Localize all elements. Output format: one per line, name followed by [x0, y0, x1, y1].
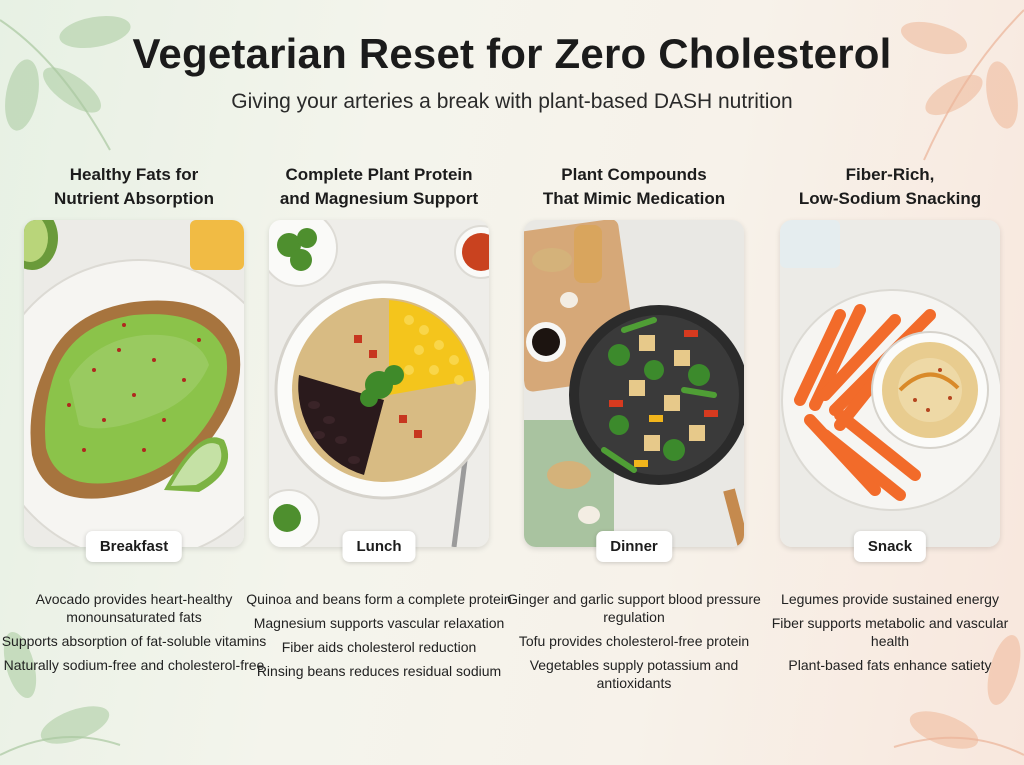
list-item: Quinoa and beans form a complete protein: [246, 591, 512, 607]
meal-label-dinner: Dinner: [596, 531, 672, 562]
bullet-list-breakfast: Avocado provides heart-healthy monounsat…: [0, 590, 269, 680]
column-heading-snack: Fiber-Rich, Low-Sodium Snacking: [760, 163, 1020, 211]
heading-line: Fiber-Rich, Low-Sodium Snacking: [798, 165, 982, 208]
leaf-decoration-top-left: [0, 15, 131, 151]
list-item: Ginger and garlic support blood pressure…: [507, 591, 761, 625]
column-heading-lunch: Complete Plant Protein and Magnesium Sup…: [249, 163, 509, 211]
heading-line: Plant Compounds That Mimic Medication: [542, 165, 726, 208]
page-title: Vegetarian Reset for Zero Cholesterol: [132, 30, 892, 77]
page-subtitle: Giving your arteries a break with plant-…: [231, 90, 793, 113]
leaf-decoration-bottom-right: [893, 635, 1024, 756]
list-item: Legumes provide sustained energy: [781, 591, 999, 607]
list-item: Avocado provides heart-healthy monounsat…: [35, 591, 233, 625]
list-item: Fiber supports metabolic and vascular he…: [771, 615, 1009, 649]
bullet-list-snack: Legumes provide sustained energy Fiber s…: [755, 590, 1024, 680]
breakfast-image: [24, 220, 244, 547]
meal-label-lunch: Lunch: [342, 531, 416, 562]
bullet-list-lunch: Quinoa and beans form a complete protein…: [244, 590, 514, 686]
list-item: Naturally sodium-free and cholesterol-fr…: [3, 657, 265, 673]
lunch-image: [269, 220, 489, 547]
leaf-decoration-bottom-left: [0, 631, 121, 756]
snack-image: [780, 220, 1000, 547]
list-item: Fiber aids cholesterol reduction: [281, 639, 477, 655]
list-item: Magnesium supports vascular relaxation: [253, 615, 505, 631]
list-item: Vegetables supply potassium and antioxid…: [529, 657, 739, 691]
column-heading-breakfast: Healthy Fats for Nutrient Absorption: [4, 163, 264, 211]
meal-label-snack: Snack: [853, 531, 927, 562]
list-item: Plant-based fats enhance satiety: [788, 657, 992, 673]
heading-line: Complete Plant Protein and Magnesium Sup…: [279, 165, 479, 208]
column-heading-dinner: Plant Compounds That Mimic Medication: [504, 163, 764, 211]
list-item: Rinsing beans reduces residual sodium: [256, 663, 502, 679]
list-item: Supports absorption of fat-soluble vitam…: [1, 633, 267, 649]
bullet-list-dinner: Ginger and garlic support blood pressure…: [499, 590, 769, 698]
meal-label-breakfast: Breakfast: [85, 531, 183, 562]
heading-line: Healthy Fats for Nutrient Absorption: [54, 165, 214, 208]
dinner-image: [524, 220, 744, 547]
leaf-decoration-top-right: [900, 9, 1024, 161]
list-item: Tofu provides cholesterol-free protein: [518, 633, 750, 649]
